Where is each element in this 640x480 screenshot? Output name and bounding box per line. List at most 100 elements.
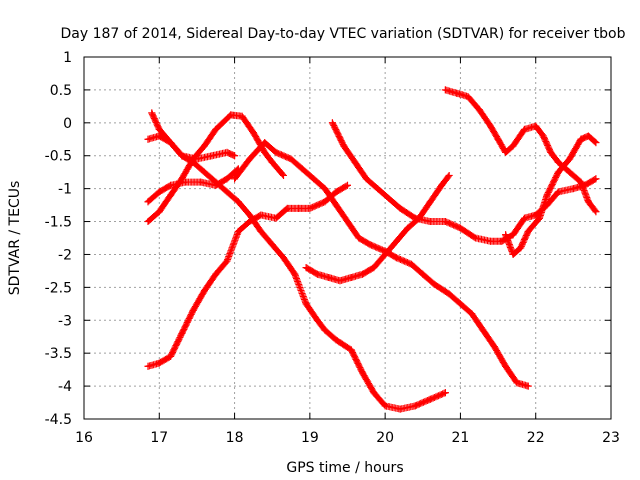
data-point	[283, 204, 291, 212]
data-point	[227, 111, 235, 119]
data-point	[456, 224, 464, 232]
data-point	[347, 346, 355, 354]
data-point	[344, 218, 351, 226]
data-point	[396, 204, 404, 212]
data-point	[509, 142, 517, 150]
data-point	[197, 178, 205, 186]
data-point	[554, 188, 562, 196]
data-point	[359, 369, 367, 377]
data-point	[212, 125, 220, 133]
data-point	[155, 132, 163, 140]
data-point	[144, 362, 152, 370]
data-point	[445, 171, 453, 179]
data-point	[167, 181, 175, 189]
data-point	[212, 178, 220, 186]
data-point	[246, 155, 254, 163]
data-point	[167, 191, 175, 199]
data-point	[246, 218, 254, 226]
data-point	[419, 270, 427, 278]
data-point	[592, 208, 600, 216]
y-tick-label: -3.5	[45, 346, 72, 362]
data-point	[438, 181, 446, 189]
data-point	[453, 89, 461, 97]
data-point	[193, 155, 201, 163]
y-tick-label: -2.5	[45, 280, 72, 296]
y-tick-label: -4.5	[45, 412, 72, 428]
data-point	[441, 389, 449, 397]
data-point	[509, 250, 517, 258]
data-point	[569, 185, 577, 193]
series-track-j	[502, 132, 600, 258]
data-point	[344, 181, 351, 189]
data-point	[547, 148, 555, 156]
data-point	[426, 218, 434, 226]
data-point	[302, 264, 310, 272]
data-point	[249, 129, 257, 137]
data-point	[392, 254, 400, 262]
data-point	[223, 257, 231, 265]
data-point	[306, 204, 314, 212]
data-point	[332, 336, 340, 344]
data-point	[291, 270, 299, 278]
x-axis-title: GPS time / hours	[286, 460, 403, 476]
data-point	[272, 148, 280, 156]
data-point	[502, 231, 510, 239]
x-tick-label: 18	[226, 430, 244, 446]
y-tick-label: -3	[58, 313, 72, 329]
data-point	[182, 178, 190, 186]
data-point	[498, 237, 506, 245]
data-point	[268, 241, 276, 249]
data-point	[407, 260, 415, 268]
data-point	[385, 195, 393, 203]
y-tick-label: 1	[63, 50, 72, 66]
x-tick-label: 22	[527, 430, 545, 446]
data-point	[426, 198, 434, 206]
data-point	[178, 175, 186, 183]
data-point	[487, 122, 495, 130]
tick-labels: 16 17 18 19 20 21 22 23 1 0.5 0 -0.5 -1 -1.5 -2 -2.5 -3 -…	[45, 50, 620, 446]
data-point	[543, 191, 551, 199]
x-tick-label: 23	[602, 430, 620, 446]
data-point	[468, 310, 476, 318]
data-point	[223, 175, 231, 183]
series-track-d	[144, 132, 239, 163]
series-track-i	[441, 86, 600, 216]
data-point	[471, 234, 479, 242]
data-point	[441, 86, 449, 94]
data-point	[396, 405, 404, 413]
data-point	[321, 185, 329, 193]
data-point	[566, 168, 574, 176]
data-point	[280, 171, 288, 179]
plot-frame	[83, 56, 612, 420]
data-point	[148, 109, 156, 117]
data-point	[298, 165, 306, 173]
y-tick-label: -4	[58, 379, 72, 395]
series-track-f	[231, 139, 532, 390]
data-point	[310, 175, 318, 183]
data-point	[280, 254, 288, 262]
data-point	[520, 214, 528, 222]
data-point	[554, 158, 562, 166]
data-point	[347, 273, 355, 281]
x-tick-label: 16	[75, 430, 93, 446]
data-point	[268, 158, 276, 166]
data-point	[577, 178, 585, 186]
data-point	[445, 290, 453, 298]
data-point	[261, 139, 269, 147]
y-tick-label: -0.5	[45, 149, 72, 165]
data-point	[200, 142, 208, 150]
data-point	[325, 273, 333, 281]
data-point	[426, 395, 434, 403]
data-point	[231, 152, 239, 160]
data-point	[155, 125, 163, 133]
data-point	[456, 300, 464, 308]
data-point	[231, 175, 239, 183]
data-point	[144, 218, 152, 226]
data-point	[336, 277, 344, 285]
data-point	[517, 244, 525, 252]
series-track-e	[144, 181, 351, 370]
data-point	[155, 208, 163, 216]
data-point	[351, 158, 359, 166]
